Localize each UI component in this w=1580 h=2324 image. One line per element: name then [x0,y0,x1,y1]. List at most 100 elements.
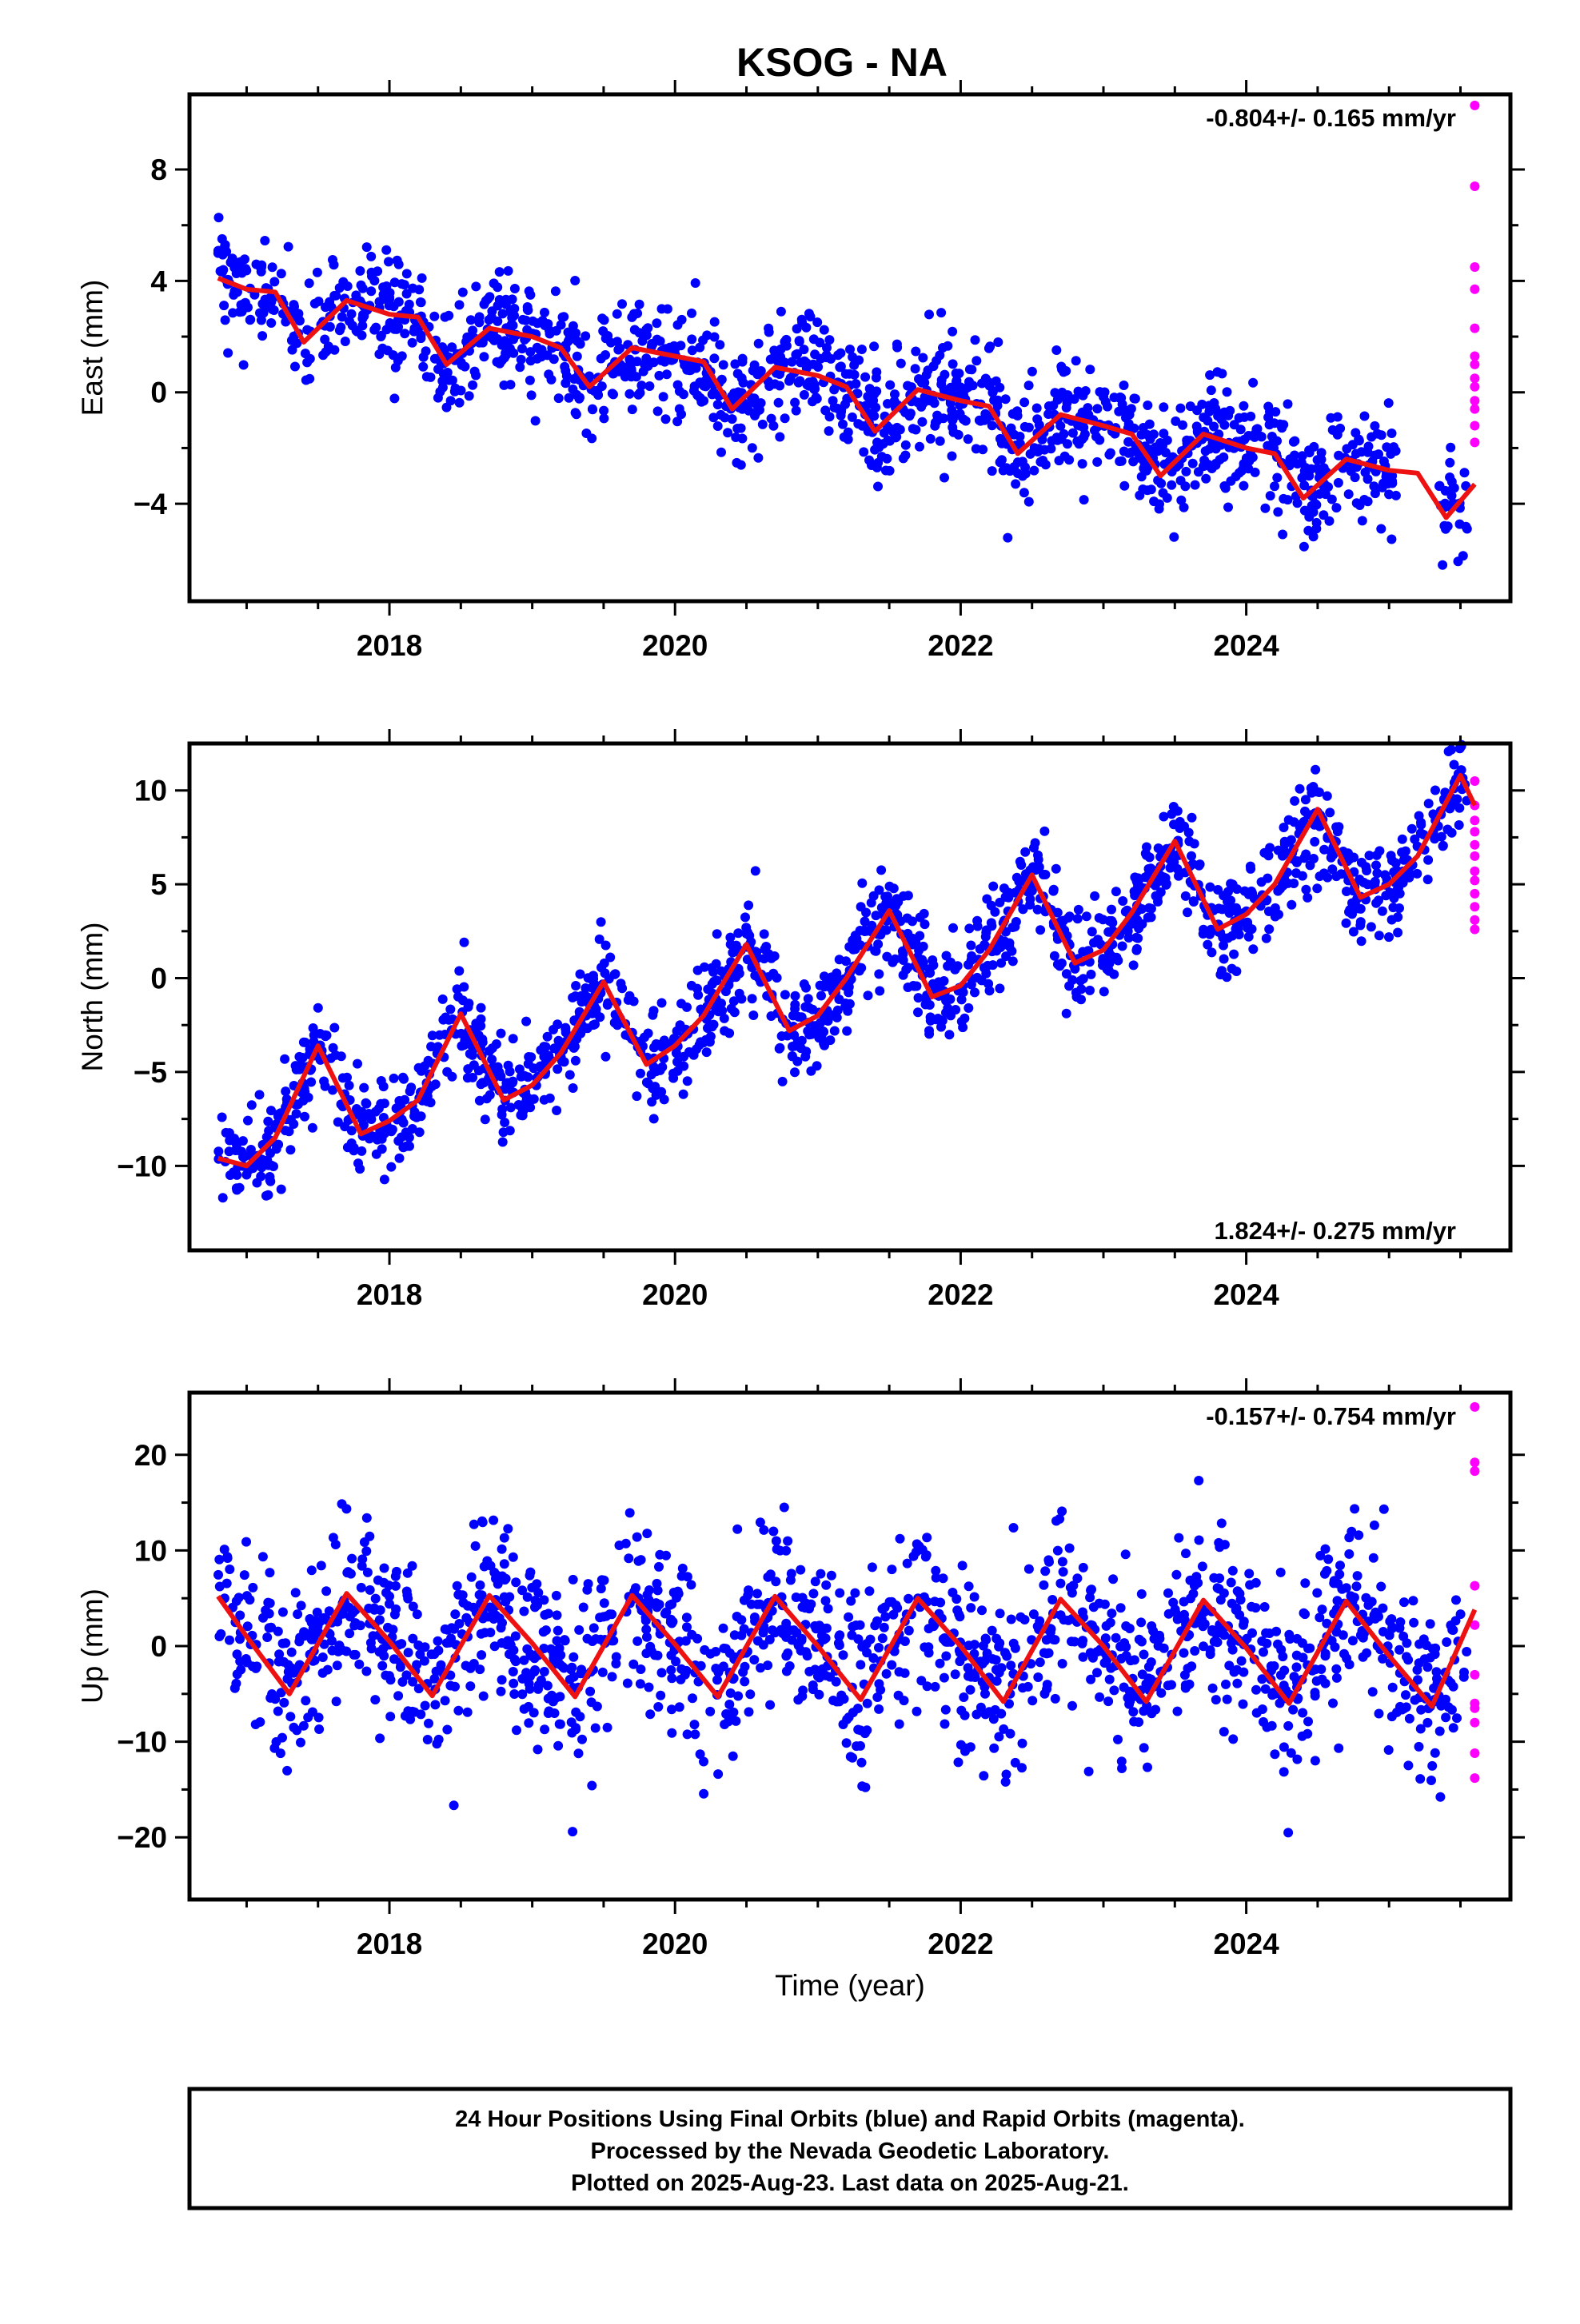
east-final-point [1363,441,1374,452]
east-final-point [624,389,635,399]
north-final-point [1303,892,1313,903]
up-final-point [1368,1553,1379,1563]
north-final-point [986,900,996,911]
east-final-point [517,314,528,325]
north-final-point [505,1126,515,1136]
up-final-point [1354,1530,1364,1541]
up-final-point [987,1625,997,1636]
north-final-point [876,903,887,913]
up-final-point [361,1513,372,1523]
north-final-point [262,1155,273,1166]
up-final-point [1077,1638,1087,1648]
up-rapid-point [1470,1669,1480,1680]
east-final-point [442,368,453,377]
north-final-point [386,1162,397,1172]
up-final-point [1436,1700,1446,1711]
up-final-point [497,1571,508,1581]
north-final-point [1384,932,1394,943]
north-final-point [1454,743,1465,754]
up-final-point [877,1633,888,1644]
up-final-point [505,1649,514,1660]
east-final-point [1244,456,1255,466]
up-final-point [1392,1707,1402,1717]
up-final-point [673,1589,684,1599]
east-final-point [869,389,880,399]
up-final-point [1344,1660,1355,1670]
north-final-point [514,1064,525,1074]
north-final-point [1416,819,1426,830]
north-final-point [1341,918,1351,928]
up-final-point [1292,1754,1303,1764]
east-final-point [709,353,720,364]
east-final-point [300,349,310,359]
east-final-point [1359,495,1370,504]
up-final-point [900,1636,910,1646]
up-final-point [1414,1741,1424,1752]
up-final-point [478,1613,488,1624]
east-final-point [787,357,797,367]
north-final-point [800,1002,811,1012]
east-final-point [824,426,834,436]
north-final-point [1247,886,1257,896]
up-final-point [286,1647,297,1657]
up-final-point [265,1598,275,1608]
east-final-point [1079,495,1089,505]
north-final-point [1259,847,1270,858]
up-final-point [1170,1604,1180,1615]
up-final-point [1427,1760,1438,1771]
east-final-point [1205,370,1215,381]
up-final-point [214,1632,225,1641]
north-final-point [551,1043,561,1054]
north-final-point [426,1042,437,1052]
north-final-point [952,961,963,971]
up-final-point [497,1675,507,1685]
north-final-point [700,962,709,972]
north-final-point [688,1050,699,1060]
north-final-point [828,979,839,990]
up-final-point [555,1692,565,1702]
east-final-point [1367,432,1377,442]
north-final-point [414,1127,425,1138]
north-final-point [1051,863,1061,874]
up-final-point [744,1585,753,1596]
north-final-point [668,1068,678,1078]
up-y-tick-label: 10 [134,1534,167,1567]
up-final-point [1147,1708,1157,1719]
up-final-point [1067,1700,1077,1711]
up-final-point [446,1623,457,1633]
north-final-point [806,1066,816,1076]
up-final-point [976,1702,986,1712]
north-final-point [266,1106,276,1116]
east-final-point [1260,503,1271,513]
up-final-point [1351,1581,1362,1592]
up-final-point [569,1652,579,1662]
east-final-point [1319,510,1329,520]
north-final-point [913,1007,923,1018]
north-final-point [1203,939,1213,950]
north-final-point [308,1023,318,1033]
up-final-point [596,1584,606,1594]
east-final-point [712,400,723,410]
north-final-point [946,1011,956,1021]
up-final-point [1401,1690,1410,1700]
up-final-point [314,1724,325,1734]
up-final-point [235,1610,245,1620]
north-final-point [445,1004,456,1015]
east-final-point [737,357,748,367]
up-rapid-point [1470,1581,1480,1591]
up-final-point [1303,1716,1313,1727]
east-final-point [608,389,618,400]
north-final-point [884,881,895,891]
up-final-point [1163,1588,1173,1598]
up-final-point [1108,1574,1119,1585]
up-rapid-point [1470,1620,1480,1630]
up-final-point [525,1570,535,1581]
north-final-point [777,1076,788,1086]
up-final-point [373,1575,383,1585]
north-final-point [1326,852,1336,863]
north-final-point [903,963,913,973]
north-final-point [790,999,800,1010]
north-final-point [256,1161,266,1171]
up-final-point [1181,1549,1191,1559]
east-final-point [393,259,404,269]
